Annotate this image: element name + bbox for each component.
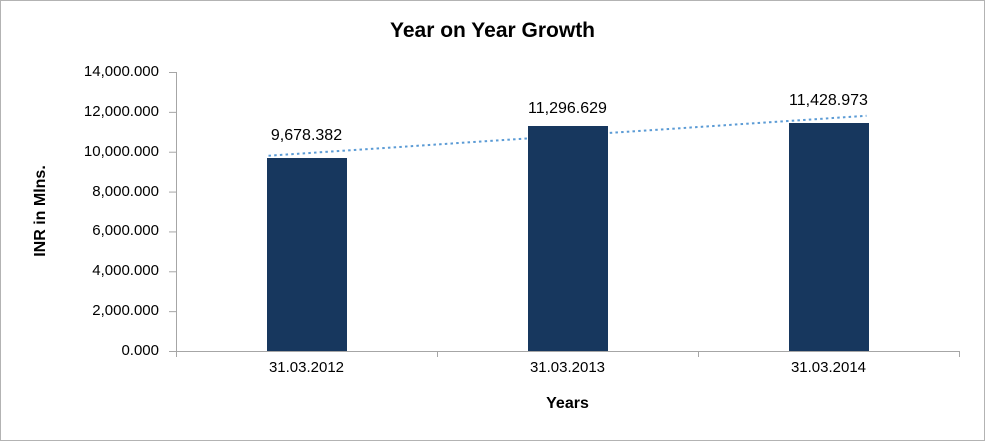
bar-31.03.2014 bbox=[788, 123, 869, 351]
x-tick-label: 31.03.2014 bbox=[790, 359, 867, 376]
y-axis-title: INR in Mlns. bbox=[32, 165, 49, 257]
y-tick-label: 6,000.000 bbox=[92, 222, 159, 240]
y-tick-label: 10,000.000 bbox=[83, 142, 159, 160]
x-tick-label: 31.03.2013 bbox=[529, 359, 606, 376]
y-tick-label: 0.000 bbox=[121, 342, 159, 359]
data-label: 11,296.629 bbox=[528, 99, 607, 117]
y-tick-label: 4,000.000 bbox=[92, 262, 159, 280]
data-label: 11,428.973 bbox=[789, 92, 868, 110]
y-tick-label: 8,000.000 bbox=[92, 182, 159, 200]
chart-title: Year on Year Growth bbox=[389, 19, 596, 42]
y-tick-label: 2,000.000 bbox=[92, 302, 159, 320]
x-axis-title: Years bbox=[546, 395, 589, 412]
x-tick-label: 31.03.2012 bbox=[268, 359, 345, 376]
data-label: 9,678.382 bbox=[270, 127, 343, 145]
y-tick-label: 12,000.000 bbox=[83, 102, 159, 120]
bar-31.03.2013 bbox=[527, 125, 608, 351]
bar-31.03.2012 bbox=[266, 158, 347, 351]
y-tick-label: 14,000.000 bbox=[83, 63, 159, 80]
